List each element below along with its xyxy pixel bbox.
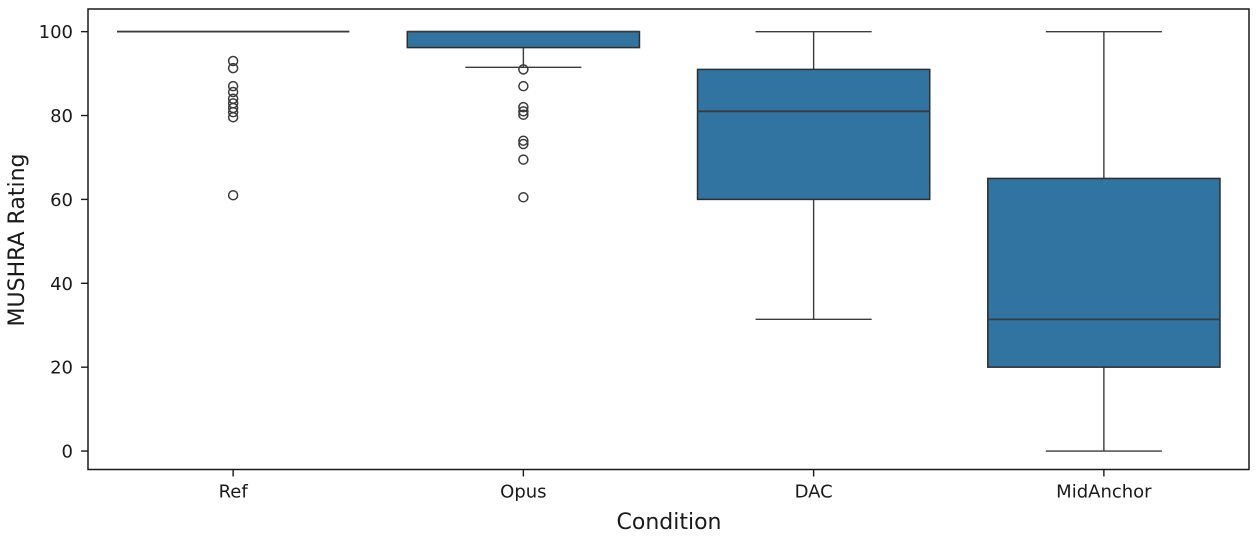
x-axis-label: Condition: [617, 510, 722, 535]
outlier-point: [518, 64, 529, 75]
y-tick-label: 100: [39, 22, 73, 43]
outlier-point: [518, 135, 529, 146]
outlier-point: [518, 138, 529, 150]
x-tick-label: MidAnchor: [1056, 482, 1152, 503]
outlier-point: [518, 154, 529, 165]
plot-border: [87, 8, 1250, 471]
x-tick-label: Ref: [219, 482, 249, 503]
outlier-point: [518, 106, 529, 117]
y-tick-label: 0: [62, 442, 73, 463]
x-tick-label: DAC: [795, 482, 833, 503]
outlier-point: [518, 192, 529, 203]
outlier-point: [227, 55, 239, 67]
y-tick-label: 20: [50, 358, 73, 379]
x-tick-label: Opus: [500, 482, 546, 503]
y-tick-label: 40: [50, 274, 73, 295]
outlier-point: [227, 189, 239, 201]
box: [987, 177, 1221, 368]
outlier-point: [227, 106, 239, 118]
box: [696, 68, 931, 201]
plot-area: 0 20 40 60 80 100 Ref Opus DAC MidAnchor: [39, 8, 1250, 503]
box: [406, 30, 641, 49]
outlier-point: [518, 101, 529, 113]
y-tick-label: 60: [50, 190, 73, 211]
outlier-point: [518, 80, 529, 92]
y-tick-label: 80: [50, 106, 73, 127]
outlier-point: [227, 62, 239, 74]
outlier-point: [227, 111, 239, 123]
y-axis-label: MUSHRA Rating: [5, 154, 30, 327]
outlier-point: [227, 86, 239, 98]
outlier-point: [227, 80, 239, 92]
outlier-point: [518, 109, 529, 120]
